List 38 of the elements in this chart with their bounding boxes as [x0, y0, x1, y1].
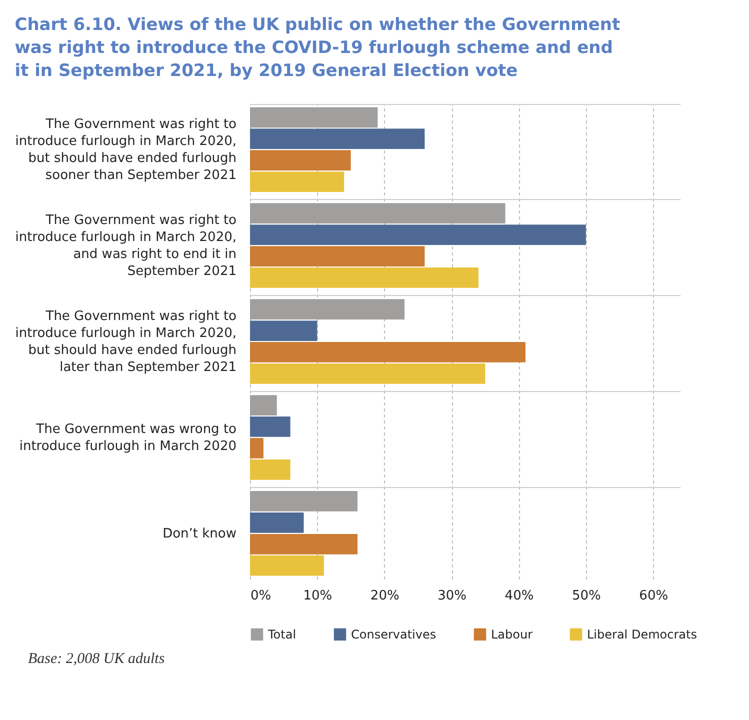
- bar: [250, 459, 290, 480]
- bar: [250, 438, 264, 458]
- bar: [250, 268, 478, 288]
- bar: [250, 320, 318, 341]
- x-tick-label: 30%: [438, 588, 467, 604]
- y-tick-label: The Government was right to introduce furlough in March 2020, and was right to end it in September 2021: [15, 213, 237, 280]
- x-tick-label: 50%: [572, 588, 601, 604]
- bar: [250, 128, 425, 150]
- bar: [250, 299, 405, 320]
- bar: [250, 172, 344, 192]
- x-tick-label: 10%: [303, 588, 332, 604]
- x-tick-label: 60%: [639, 588, 668, 604]
- bar: [250, 395, 277, 416]
- y-tick-label: Don’t know: [162, 526, 237, 542]
- bar: [250, 416, 290, 437]
- x-tick-label: 40%: [504, 588, 534, 604]
- y-tick-label: The Government was right to introduce furlough in March 2020, but should have ended furlough sooner than September 2021: [15, 117, 237, 184]
- y-tick-label: The Government was wrong to introduce furlough in March 2020: [19, 422, 237, 454]
- bar: [250, 363, 486, 384]
- legend-label: Labour: [491, 627, 533, 642]
- bar: [250, 246, 425, 266]
- bar: [250, 150, 351, 170]
- bar: [250, 534, 358, 554]
- bar: [250, 224, 586, 246]
- y-tick-label: The Government was right to introduce furlough in March 2020, but should have ended furlough later than September 2021: [15, 309, 237, 375]
- x-tick-label: 0%: [250, 588, 272, 604]
- bar: [250, 342, 526, 362]
- bar: [250, 512, 304, 533]
- legend-label: Total: [267, 627, 296, 642]
- legend-label: Conservatives: [351, 627, 436, 642]
- legend-label: Liberal Democrats: [587, 627, 697, 642]
- x-tick-label: 20%: [370, 588, 400, 604]
- bar: [250, 107, 378, 128]
- bar: [250, 491, 358, 512]
- chart-title: Chart 6.10. Views of the UK public on whether the Government was right to introduce the COVID-19 furlough scheme and end it in September 2021, by 2019 General Election vote: [14, 15, 620, 81]
- bar: [250, 555, 324, 576]
- text: Base: 2,008 UK adults: [27, 650, 166, 668]
- bar: [250, 203, 506, 224]
